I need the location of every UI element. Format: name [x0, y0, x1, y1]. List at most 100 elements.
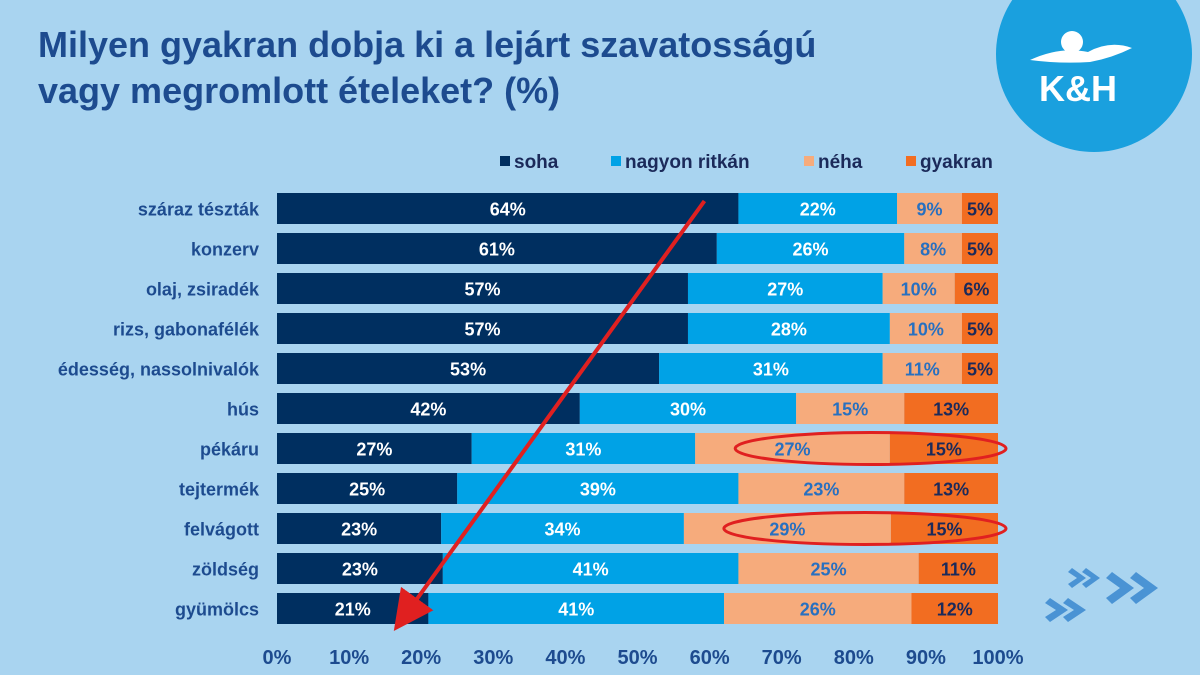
data-label: 15%: [926, 440, 962, 460]
x-tick-label: 80%: [834, 647, 874, 669]
bar-segment: [277, 273, 688, 304]
data-label: 5%: [967, 360, 993, 380]
data-label: 29%: [769, 520, 805, 540]
bar-segment: [961, 313, 998, 344]
annotations: [393, 199, 1008, 631]
data-label: 22%: [800, 200, 836, 220]
bar-segment: [738, 473, 905, 504]
data-label: 15%: [926, 520, 962, 540]
bar-segment: [471, 433, 696, 464]
category-label: pékáru: [200, 440, 259, 460]
legend-label: néha: [818, 152, 863, 173]
bar-segment: [904, 393, 998, 424]
bar-segment: [954, 273, 998, 304]
data-label: 27%: [767, 280, 803, 300]
data-label: 9%: [916, 200, 942, 220]
bar-segment: [904, 473, 998, 504]
bar-segment: [918, 553, 998, 584]
data-label: 25%: [811, 560, 847, 580]
data-label: 13%: [933, 400, 969, 420]
category-label: száraz tészták: [138, 200, 260, 220]
category-label: rizs, gabonafélék: [113, 320, 260, 340]
category-labels: száraz tészták konzerv olaj, zsiradék rizs,…: [58, 200, 260, 620]
bar-segment: [961, 353, 998, 384]
data-label: 42%: [410, 400, 446, 420]
bar-segment: [889, 313, 962, 344]
highlight-ellipse: [733, 431, 1008, 466]
x-tick-label: 60%: [690, 647, 730, 669]
data-label: 8%: [920, 240, 946, 260]
bar-segment: [961, 193, 998, 224]
legend-swatch: [611, 156, 621, 166]
x-axis: 0% 10% 20% 30% 40% 50% 60% 70% 80% 90% 100%: [263, 647, 1024, 669]
title-line-2: vagy megromlott ételeket? (%): [38, 70, 561, 111]
legend-label: soha: [514, 152, 559, 173]
data-label: 53%: [450, 360, 486, 380]
category-label: hús: [227, 400, 259, 420]
bar-segment: [897, 193, 962, 224]
category-label: gyümölcs: [175, 600, 259, 620]
data-label: 64%: [490, 200, 526, 220]
data-label: 41%: [558, 600, 594, 620]
category-label: tejtermék: [179, 480, 260, 500]
bar-segment: [695, 433, 890, 464]
bar-segment: [659, 353, 883, 384]
data-label: 27%: [774, 440, 810, 460]
bar-segment: [277, 433, 472, 464]
x-tick-label: 90%: [906, 647, 946, 669]
data-label: 57%: [464, 320, 500, 340]
data-label: 12%: [937, 600, 973, 620]
bar-segment: [904, 233, 962, 264]
data-label: 10%: [908, 320, 944, 340]
bar-segment: [796, 393, 905, 424]
data-label: 21%: [335, 600, 371, 620]
bar-segment: [687, 273, 883, 304]
bar-segment: [687, 313, 890, 344]
bar-segment: [579, 393, 797, 424]
data-label: 39%: [580, 480, 616, 500]
x-tick-label: 0%: [263, 647, 292, 669]
bar-segment: [882, 353, 962, 384]
bar-segment: [961, 233, 998, 264]
data-label: 31%: [565, 440, 601, 460]
highlight-ellipse: [722, 511, 1008, 546]
category-label: édesség, nassolnivalók: [58, 360, 260, 380]
bar-segment: [911, 593, 998, 624]
bar-segment: [277, 193, 739, 224]
data-label: 5%: [967, 200, 993, 220]
chart-title: Milyen gyakran dobja ki a lejárt szavato…: [38, 22, 938, 114]
data-label: 41%: [573, 560, 609, 580]
legend-swatch: [804, 156, 814, 166]
bar-segment: [716, 233, 905, 264]
x-tick-label: 20%: [401, 647, 441, 669]
bar-segment: [277, 553, 443, 584]
bars: 64% 22% 9% 5% 61% 26% 8% 5% 57% 27% 10% 6% 57% 28% 10%…: [277, 193, 998, 624]
data-label: 25%: [349, 480, 385, 500]
legend-swatch: [500, 156, 510, 166]
data-label: 34%: [545, 520, 581, 540]
x-tick-label: 70%: [762, 647, 802, 669]
bar-segment: [277, 233, 717, 264]
title-line-1: Milyen gyakran dobja ki a lejárt szavato…: [38, 24, 817, 65]
data-label: 26%: [793, 240, 829, 260]
x-tick-label: 100%: [972, 647, 1023, 669]
bar-segment: [882, 273, 955, 304]
chevrons-decoration-icon: [1045, 568, 1158, 622]
data-label: 5%: [967, 240, 993, 260]
category-label: zöldség: [192, 560, 259, 580]
data-label: 23%: [341, 520, 377, 540]
data-label: 10%: [901, 280, 937, 300]
data-label: 28%: [771, 320, 807, 340]
x-tick-label: 40%: [545, 647, 585, 669]
bar-segment: [738, 193, 898, 224]
data-label: 23%: [803, 480, 839, 500]
data-label: 15%: [832, 400, 868, 420]
data-label: 61%: [479, 240, 515, 260]
data-label: 13%: [933, 480, 969, 500]
kh-logo: [996, 0, 1192, 152]
bar-segment: [277, 473, 458, 504]
data-label: 23%: [342, 560, 378, 580]
legend-label: gyakran: [920, 152, 993, 173]
data-label: 31%: [753, 360, 789, 380]
bar-segment: [442, 553, 739, 584]
